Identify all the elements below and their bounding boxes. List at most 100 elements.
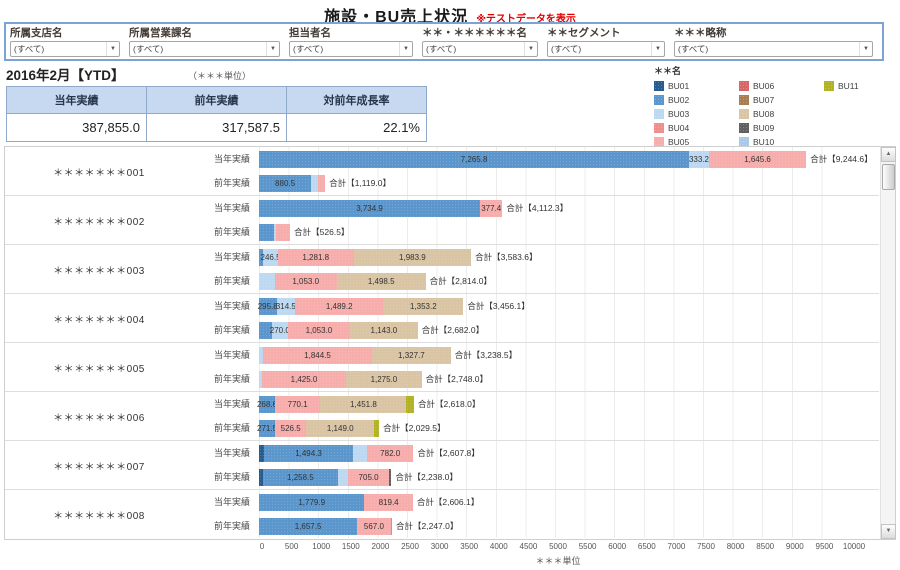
bar-segment-bu01[interactable] <box>259 444 265 462</box>
filter-label-1: 所属支店名 <box>10 27 63 39</box>
bar-segment-bu03[interactable] <box>352 444 368 462</box>
legend-item-bu01[interactable]: BU01 <box>654 79 739 93</box>
bar-group-8: ＊＊＊＊＊＊＊008 当年実績 1,779.9 819.4 合計【2,606.1】 前年実… <box>5 490 879 539</box>
bar-segment-bu05[interactable]: 1,425.0 <box>261 370 347 388</box>
legend-item-bu10[interactable]: BU10 <box>739 135 824 149</box>
filter-dropdown-1[interactable]: (すべて) ▼ <box>10 41 120 57</box>
scroll-down-button[interactable]: ▼ <box>881 524 896 539</box>
bar-segment-bu02[interactable]: 1,494.3 <box>264 444 353 462</box>
bar-segment-bu03[interactable]: 246.5 <box>261 248 281 266</box>
bar-segment-bu02[interactable]: 1,258.5 <box>263 468 338 486</box>
bar-segment-bu03[interactable]: 314.5 <box>276 297 296 315</box>
plot-area: 合計【526.5】 <box>259 220 851 244</box>
bar-segment-bu11[interactable] <box>374 419 380 437</box>
legend-item-label: BU04 <box>668 123 690 133</box>
series-label: 当年実績 <box>213 154 250 164</box>
segment-value-label: 377.4 <box>481 203 502 213</box>
bar-segment-bu08[interactable]: 1,149.0 <box>306 419 375 437</box>
bar-segment-bu03[interactable] <box>311 174 318 192</box>
bar-segment-bu05[interactable]: 782.0 <box>367 444 414 462</box>
bar-segment-bu02[interactable]: 1,657.5 <box>259 517 358 535</box>
legend-item-bu04[interactable]: BU04 <box>654 121 739 135</box>
bar-segment-bu03[interactable]: 333.2 <box>689 150 709 168</box>
group-bars: 当年実績 1,494.3 782.0 合計【2,607.8】 前年実績 1,258.5 70… <box>193 441 879 489</box>
bar-segment-bu03[interactable]: 270.0 <box>270 321 290 339</box>
bar-segment-bu02[interactable] <box>259 248 264 266</box>
filter-dropdown-2[interactable]: (すべて) ▼ <box>129 41 280 57</box>
bar-segment-bu02[interactable] <box>259 321 272 339</box>
bar-segment-bu05[interactable]: 1,281.8 <box>277 248 354 266</box>
bar-segment-bu08[interactable]: 1,451.8 <box>320 395 407 413</box>
stacked-bar: 1,053.0 1,498.5 合計【2,814.0】 <box>259 272 492 290</box>
bar-segment-bu05[interactable]: 1,645.6 <box>708 150 807 168</box>
bar-segment-bu05[interactable]: 526.5 <box>275 419 307 437</box>
legend-swatch <box>739 123 749 133</box>
bar-segment-bu02[interactable]: 1,779.9 <box>259 493 365 511</box>
segment-value-label: 770.1 <box>287 399 308 409</box>
scrollbar-thumb[interactable] <box>882 164 895 190</box>
bar-row-prior: 前年実績 880.5 合計【1,119.0】 <box>193 171 879 195</box>
filter-dropdown-6[interactable]: (すべて) ▼ <box>674 41 873 57</box>
bar-segment-bu08[interactable]: 1,143.0 <box>350 321 418 339</box>
bar-segment-bu03[interactable] <box>259 272 275 290</box>
bar-segment-bu11[interactable] <box>406 395 414 413</box>
legend-item-bu05[interactable]: BU05 <box>654 135 739 149</box>
bar-segment-bu05[interactable]: 567.0 <box>357 517 391 535</box>
filter-label-6: ＊＊＊略称 <box>674 27 727 39</box>
legend-item-bu07[interactable]: BU07 <box>739 93 824 107</box>
bar-segment-bu02[interactable]: 295.8 <box>258 297 278 315</box>
filter-dropdown-3[interactable]: (すべて) ▼ <box>289 41 413 57</box>
legend-item-bu09[interactable]: BU09 <box>739 121 824 135</box>
filter-dropdown-5[interactable]: (すべて) ▼ <box>547 41 665 57</box>
bar-segment-bu02[interactable]: 3,734.9 <box>259 199 481 217</box>
bar-segment-bu05[interactable]: 819.4 <box>364 493 413 511</box>
legend-item-bu06[interactable]: BU06 <box>739 79 824 93</box>
bar-segment-bu11[interactable] <box>390 517 392 535</box>
bar-segment-bu05[interactable] <box>317 174 326 192</box>
bar-segment-bu02[interactable]: 7,265.8 <box>259 150 690 168</box>
x-axis-tick: 2000 <box>371 542 390 551</box>
bar-row-current: 当年実績 7,265.8 333.2 1,645.6 合計【9,244.6】 <box>193 147 879 171</box>
bar-segment-bu02[interactable]: 268.6 <box>257 395 277 413</box>
filter-bar: 所属支店名 (すべて) ▼ 所属営業課名 (すべて) ▼ 担当者名 (すべて) ▼ ＊＊・＊＊＊＊… <box>4 22 884 61</box>
dropdown-value: (すべて) <box>14 44 45 54</box>
bar-segment-bu05[interactable]: 705.0 <box>347 468 390 486</box>
bar-segment-bu03[interactable] <box>337 468 348 486</box>
plot-area: 1,258.5 705.0 合計【2,238.0】 <box>259 465 851 489</box>
bar-segment-bu08[interactable]: 1,327.7 <box>372 346 451 364</box>
bar-segment-bu08[interactable]: 1,275.0 <box>346 370 422 388</box>
total-label: 合計【2,029.5】 <box>383 423 446 433</box>
bar-segment-bu03[interactable] <box>259 370 262 388</box>
bar-segment-bu05[interactable]: 1,844.5 <box>262 346 373 364</box>
chevron-down-icon: ▼ <box>651 42 664 56</box>
bar-segment-bu08[interactable]: 1,353.2 <box>383 297 464 315</box>
scroll-up-button[interactable]: ▲ <box>881 147 896 162</box>
bar-segment-bu05[interactable]: 770.1 <box>274 395 321 413</box>
segment-value-label: 1,275.0 <box>370 374 398 384</box>
legend-item-bu02[interactable]: BU02 <box>654 93 739 107</box>
bar-segment-bu03[interactable] <box>259 346 263 364</box>
legend-item-bu08[interactable]: BU08 <box>739 107 824 121</box>
bar-segment-bu08[interactable]: 1,983.9 <box>353 248 472 266</box>
summary-value-growth: 22.1% <box>286 113 427 142</box>
group-name-label: ＊＊＊＊＊＊＊007 <box>53 461 145 473</box>
bar-segment-bu09[interactable] <box>389 468 392 486</box>
bar-segment-bu02[interactable]: 880.5 <box>259 174 312 192</box>
bar-segment-bu02[interactable]: 271.5 <box>257 419 277 437</box>
segment-value-label: 1,053.0 <box>292 276 320 286</box>
bar-segment-bu01[interactable] <box>259 468 264 486</box>
legend-item-bu11[interactable]: BU11 <box>824 79 894 93</box>
bar-segment-bu05[interactable] <box>276 223 291 241</box>
legend-item-bu03[interactable]: BU03 <box>654 107 739 121</box>
bar-segment-bu03[interactable] <box>273 223 277 241</box>
x-axis-tick: 3000 <box>430 542 449 551</box>
bar-segment-bu05[interactable]: 1,053.0 <box>274 272 337 290</box>
bar-segment-bu05[interactable]: 1,489.2 <box>295 297 384 315</box>
filter-dropdown-4[interactable]: (すべて) ▼ <box>422 41 538 57</box>
bar-segment-bu05[interactable]: 1,053.0 <box>287 321 351 339</box>
bar-segment-bu02[interactable] <box>259 223 274 241</box>
bar-segment-bu08[interactable]: 1,498.5 <box>336 272 426 290</box>
bar-segment-bu05[interactable]: 377.4 <box>480 199 503 217</box>
vertical-scrollbar[interactable]: ▲ ▼ <box>880 147 896 539</box>
x-axis-tick: 10000 <box>842 542 866 551</box>
